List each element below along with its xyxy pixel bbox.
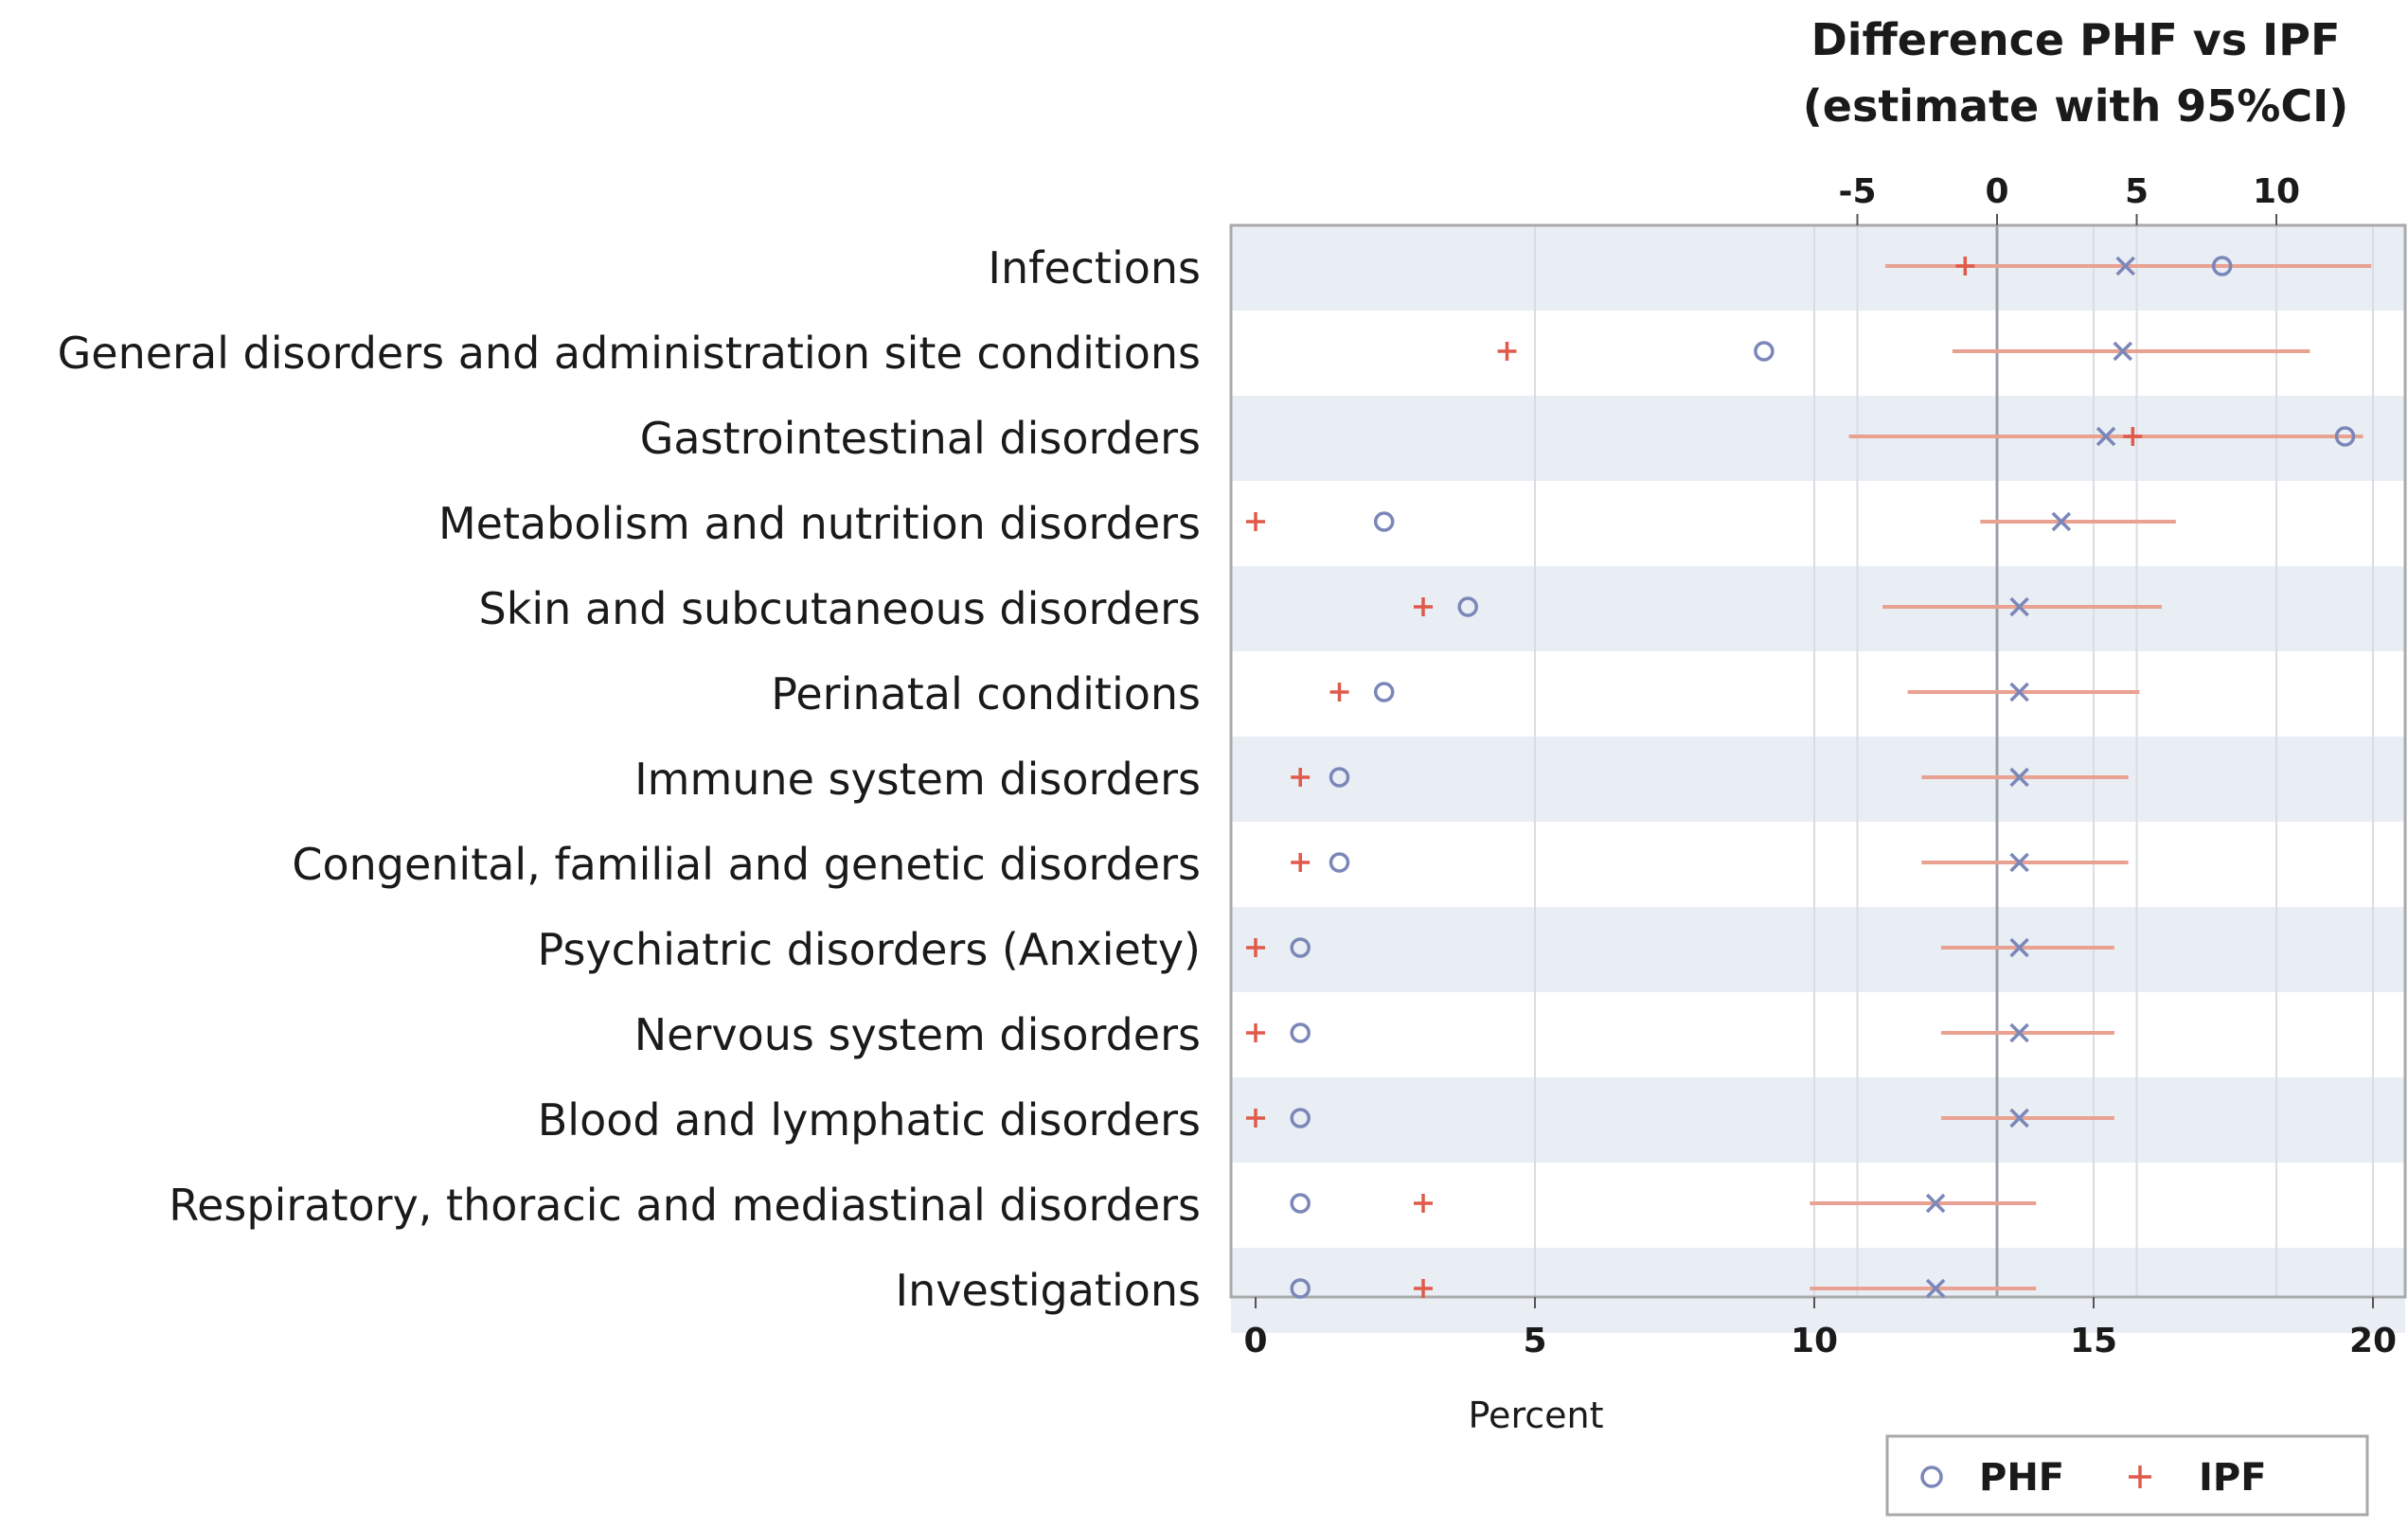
estimate-stroke xyxy=(2009,767,2029,788)
ipf-marker xyxy=(1246,512,1265,531)
estimate-stroke xyxy=(1925,1193,1946,1214)
legend-label-phf: PHF xyxy=(1979,1456,2064,1500)
ipf-marker xyxy=(1497,342,1517,361)
difference-estimate-marker xyxy=(2096,426,2116,447)
category-labels: Infections General disorders and administ… xyxy=(58,242,1201,1316)
category-label: Respiratory, thoracic and mediastinal di… xyxy=(169,1180,1201,1231)
row-band xyxy=(1231,737,2405,822)
difference-title-line1: Difference PHF vs IPF xyxy=(1811,14,2341,65)
estimate-stroke xyxy=(2009,937,2029,958)
legend: PHF IPF xyxy=(1885,1434,2369,1517)
estimate-stroke xyxy=(2113,341,2132,362)
phf-marker xyxy=(1290,1022,1311,1043)
estimate-stroke xyxy=(2115,256,2135,276)
difference-estimate-marker xyxy=(2009,852,2029,873)
category-label: Infections xyxy=(988,242,1201,293)
grid-lines xyxy=(1534,225,2374,1297)
percent-axis: Percent 0 5 10 15 20 xyxy=(1243,1297,2397,1436)
phf-marker xyxy=(1329,852,1350,873)
ipf-marker xyxy=(1414,1194,1433,1213)
difference-estimate-marker xyxy=(1925,1278,1946,1299)
ipf-marker xyxy=(2123,427,2143,446)
phf-marker xyxy=(1373,682,1395,702)
percent-tick-label: 20 xyxy=(2349,1322,2397,1360)
estimate-stroke xyxy=(2009,596,2029,617)
percent-tick-label: 10 xyxy=(1791,1322,1838,1360)
phf-marker xyxy=(1290,1108,1311,1128)
category-label: Blood and lymphatic disorders xyxy=(538,1094,1201,1146)
ipf-marker xyxy=(1955,257,1975,275)
category-label: Congenital, familial and genetic disorde… xyxy=(292,839,1201,890)
percent-tick-label: 0 xyxy=(1243,1322,1267,1360)
estimate-stroke xyxy=(2009,1022,2029,1043)
phf-marker xyxy=(1290,1278,1311,1299)
difference-tick-label: 10 xyxy=(2253,172,2300,211)
estimate-stroke xyxy=(2051,511,2072,532)
ipf-marker xyxy=(1414,597,1433,616)
difference-estimate-marker xyxy=(1925,1193,1946,1214)
difference-tick-label: -5 xyxy=(1839,172,1877,211)
category-label: Perinatal conditions xyxy=(771,668,1201,720)
ipf-marker xyxy=(1329,683,1349,702)
category-label: Investigations xyxy=(896,1265,1202,1316)
difference-title-line2: (estimate with 95%CI) xyxy=(1803,80,2349,132)
row-band xyxy=(1231,907,2405,992)
ipf-marker xyxy=(1246,1023,1265,1042)
phf-marker xyxy=(1373,511,1395,532)
row-bands xyxy=(1231,225,2405,1333)
percent-tick-label: 15 xyxy=(2070,1322,2117,1360)
category-label: Gastrointestinal disorders xyxy=(640,413,1201,464)
estimate-stroke xyxy=(1925,1278,1946,1299)
phf-marker xyxy=(2334,426,2356,447)
legend-label-ipf: IPF xyxy=(2199,1456,2267,1500)
phf-marker xyxy=(1290,1193,1311,1214)
difference-estimate-marker xyxy=(2009,596,2029,617)
percent-axis-title: Percent xyxy=(1469,1395,1604,1436)
difference-estimate-marker xyxy=(2009,1108,2029,1128)
phf-marker xyxy=(1754,341,1775,362)
category-label: Nervous system disorders xyxy=(634,1009,1201,1060)
estimate-stroke xyxy=(2009,682,2029,702)
legend-box xyxy=(1885,1434,2369,1517)
difference-estimate-marker xyxy=(2113,341,2132,362)
estimate-stroke xyxy=(2009,1108,2029,1128)
difference-estimate-marker xyxy=(2009,1022,2029,1043)
difference-tick-label: 5 xyxy=(2125,172,2149,211)
legend-phf-marker xyxy=(1920,1466,1943,1488)
legend-ipf-marker xyxy=(2129,1466,2151,1488)
difference-estimate-marker xyxy=(2051,511,2072,532)
row-band xyxy=(1231,1077,2405,1163)
difference-estimate-marker xyxy=(2115,256,2135,276)
phf-marker xyxy=(1329,767,1350,788)
difference-estimate-marker xyxy=(2009,682,2029,702)
data-markers xyxy=(1246,256,2356,1299)
ipf-marker xyxy=(1246,938,1265,957)
ipf-marker xyxy=(1291,853,1311,872)
category-label: Immune system disorders xyxy=(634,754,1201,805)
ipf-marker xyxy=(1414,1279,1433,1298)
estimate-stroke xyxy=(2096,426,2116,447)
estimate-stroke xyxy=(2009,852,2029,873)
phf-marker xyxy=(1290,937,1311,958)
ipf-marker xyxy=(1291,768,1311,787)
category-label: Metabolism and nutrition disorders xyxy=(438,498,1201,549)
category-label: Skin and subcutaneous disorders xyxy=(479,583,1201,634)
difference-tick-label: 0 xyxy=(1985,172,2008,211)
category-label: General disorders and administration sit… xyxy=(58,328,1201,379)
row-band xyxy=(1231,566,2405,651)
difference-estimate-marker xyxy=(2009,937,2029,958)
difference-estimate-marker xyxy=(2009,767,2029,788)
ipf-marker xyxy=(1246,1109,1265,1128)
percent-tick-label: 5 xyxy=(1523,1322,1546,1360)
phf-marker xyxy=(1457,596,1478,617)
difference-axis: Difference PHF vs IPF (estimate with 95%… xyxy=(1803,14,2349,225)
category-label: Psychiatric disorders (Anxiety) xyxy=(538,924,1201,975)
plot-frame xyxy=(1229,223,2407,1299)
phf-marker xyxy=(2211,256,2233,276)
